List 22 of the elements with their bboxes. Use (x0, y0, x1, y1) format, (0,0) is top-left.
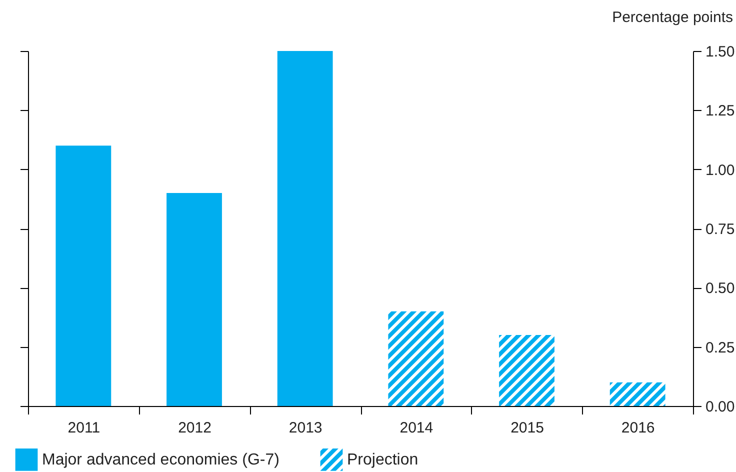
y-axis-title: Percentage points (612, 9, 733, 26)
x-tick-label: 2013 (288, 420, 322, 436)
x-tick-label: 2014 (400, 420, 434, 436)
bar (277, 51, 333, 406)
legend-label: Major advanced economies (G-7) (42, 452, 280, 469)
y-tick-label: 0.00 (706, 398, 735, 416)
y-tick-label: 0.75 (706, 221, 735, 238)
bar (610, 382, 666, 406)
x-tick-label: 2012 (178, 420, 212, 436)
y-tick-label: 1.00 (706, 162, 735, 179)
y-tick-label: 0.50 (706, 280, 735, 298)
bar (166, 193, 222, 406)
y-tick-label: 0.25 (706, 339, 735, 356)
x-tick-label: 2015 (510, 420, 544, 436)
bar (56, 146, 112, 406)
legend-label: Projection (347, 452, 418, 469)
x-tick-label: 2011 (68, 420, 100, 436)
bar (499, 335, 554, 406)
y-tick-label: 1.25 (706, 102, 735, 120)
bar (388, 311, 444, 406)
y-tick-label: 1.50 (706, 44, 735, 60)
x-tick-label: 2016 (621, 420, 655, 436)
